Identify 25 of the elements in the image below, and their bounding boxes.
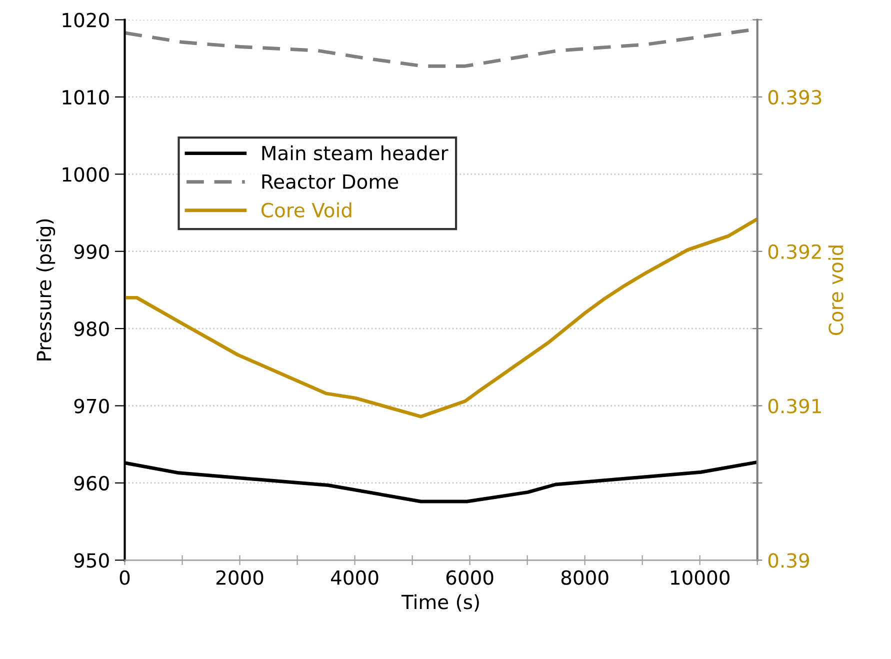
legend-label: Core Void — [262, 202, 352, 218]
y-tick-label: 990 — [74, 244, 109, 260]
y2-tick-label: 0.392 — [768, 244, 821, 260]
y-axis-title: Pressure (psig) — [36, 219, 56, 360]
x-tick-label: 8000 — [561, 570, 608, 585]
y-tick-label: 980 — [74, 322, 109, 336]
x-tick-label: 0 — [120, 570, 130, 585]
x-axis-title: Time (s) — [401, 594, 479, 612]
legend-label: Main steam header — [262, 145, 448, 160]
y2-tick-label: 0.393 — [768, 90, 822, 105]
x-tick-label: 4000 — [330, 570, 378, 585]
y-tick-label: 1020 — [62, 12, 109, 28]
y-tick-label: 950 — [74, 553, 109, 568]
legend-label: Reactor Dome — [262, 174, 398, 189]
x-tick-label: 10000 — [671, 570, 730, 585]
x-tick-label: 6000 — [446, 570, 494, 585]
line-series — [126, 217, 758, 418]
y2-tick-label: 0.39 — [768, 553, 809, 568]
y-tick-label: 1000 — [62, 167, 109, 182]
y2-axis-title: Core void — [828, 246, 844, 336]
y-tick-label: 960 — [74, 476, 109, 491]
y2-tick-label: 0.391 — [768, 398, 821, 414]
y-tick-label: 1010 — [62, 90, 109, 105]
y-tick-label: 970 — [74, 398, 109, 414]
x-tick-label: 2000 — [216, 570, 264, 585]
